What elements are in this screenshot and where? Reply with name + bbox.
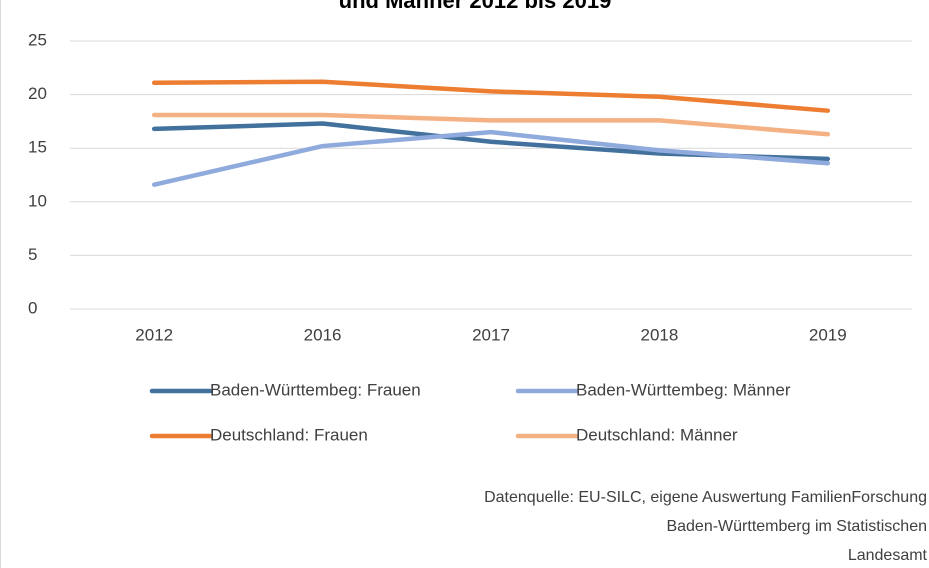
series-line [151, 129, 831, 187]
x-tick-label: 2012 [135, 325, 173, 344]
y-tick-label: 0 [28, 298, 37, 317]
series-line [151, 79, 831, 113]
series-line [151, 112, 831, 137]
y-tick-label: 20 [28, 84, 47, 103]
source-note: Datenquelle: EU-SILC, eigene Auswertung … [484, 489, 927, 506]
x-tick-label: 2019 [809, 325, 847, 344]
x-tick-label: 2018 [640, 325, 678, 344]
y-tick-label: 15 [28, 138, 47, 157]
legend-label: Deutschland: Männer [576, 425, 738, 444]
y-tick-label: 5 [28, 245, 37, 264]
chart-title: und Männer 2012 bis 2019 [339, 0, 612, 13]
y-tick-label: 25 [28, 30, 47, 49]
legend-label: Baden-Württembeg: Frauen [210, 380, 421, 399]
source-note: Baden-Württemberg im Statistischen [666, 518, 927, 535]
x-tick-label: 2017 [472, 325, 510, 344]
legend-label: Deutschland: Frauen [210, 425, 368, 444]
x-tick-label: 2016 [304, 325, 342, 344]
source-note: Landesamt [848, 547, 928, 564]
y-tick-label: 10 [28, 191, 47, 210]
legend-label: Baden-Württembeg: Männer [576, 380, 791, 399]
